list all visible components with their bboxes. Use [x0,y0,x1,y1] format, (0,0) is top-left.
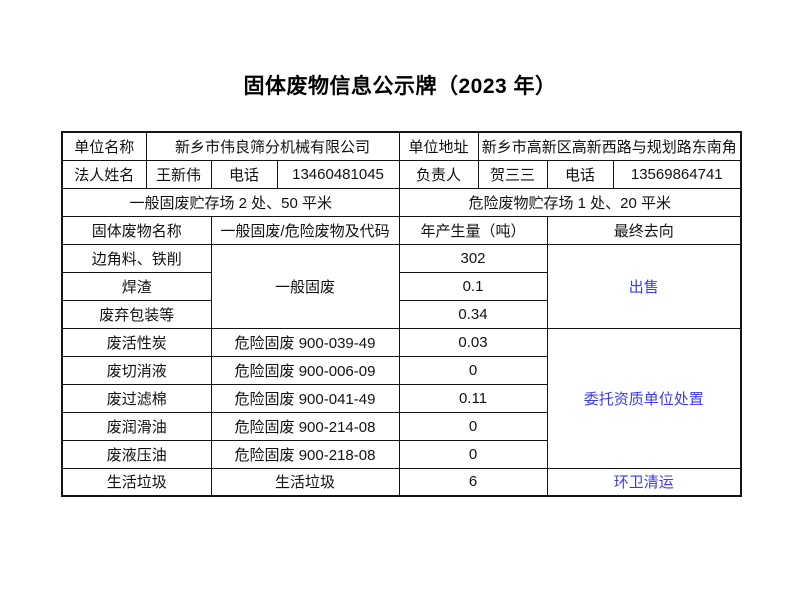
storage-hazardous: 危险废物贮存场 1 处、20 平米 [398,187,742,217]
waste-category: 危险固废 900-218-08 [210,439,400,469]
waste-name: 废切消液 [61,355,212,385]
table-row: 边角料、铁削 一般固废 302 出售 [61,243,742,329]
waste-destination: 委托资质单位处置 [546,327,742,469]
manager-value: 贺三三 [477,159,548,189]
waste-amount: 0.03 [398,327,548,357]
waste-category: 一般固废 [210,243,400,329]
waste-name: 废弃包装等 [61,299,212,329]
unit-name-label: 单位名称 [61,131,147,161]
table-row: 生活垃圾 生活垃圾 6 环卫清运 [61,467,742,497]
manager-phone-value: 13569864741 [612,159,742,189]
manager-label: 负责人 [398,159,479,189]
header-category-code: 一般固废/危险废物及代码 [210,215,400,245]
unit-address-label: 单位地址 [398,131,479,161]
waste-destination: 出售 [546,243,742,329]
waste-amount: 0.1 [398,271,548,301]
waste-amount: 6 [398,467,548,497]
table-row: 废液压油 危险固废 900-218-08 0 [61,439,741,469]
waste-name: 废液压油 [61,439,212,469]
waste-category: 生活垃圾 [210,467,400,497]
storage-general: 一般固废贮存场 2 处、50 平米 [61,187,400,217]
header-annual-amount: 年产生量（吨） [398,215,548,245]
waste-name: 废活性炭 [61,327,212,357]
page-title: 固体废物信息公示牌（2023 年） [243,75,557,98]
table-row-contacts: 法人姓名 王新伟 电话 13460481045 负责人 贺三三 电话 13569… [61,159,742,189]
waste-amount: 0 [398,355,548,385]
waste-amount: 0 [398,439,548,469]
waste-name: 焊渣 [61,271,212,301]
legal-rep-value: 王新伟 [145,159,212,189]
waste-destination: 环卫清运 [546,467,742,497]
waste-name: 废润滑油 [61,411,212,441]
waste-amount: 0.11 [398,383,548,413]
waste-amount: 0.34 [398,299,548,329]
table-row: 废弃包装等 0.34 [61,299,741,329]
waste-category: 危险固废 900-006-09 [210,355,400,385]
table-row: 废润滑油 危险固废 900-214-08 0 [61,411,741,441]
waste-category: 危险固废 900-214-08 [210,411,400,441]
table-row: 废切消液 危险固废 900-006-09 0 [61,355,741,385]
waste-amount: 302 [398,243,548,273]
table-row-unit: 单位名称 新乡市伟良筛分机械有限公司 单位地址 新乡市高新区高新西路与规划路东南… [61,131,742,161]
table-row: 焊渣 0.1 [61,271,741,301]
unit-name-value: 新乡市伟良筛分机械有限公司 [145,131,400,161]
table-row: 废过滤棉 危险固废 900-041-49 0.11 [61,383,741,413]
waste-amount: 0 [398,411,548,441]
table-row-storage: 一般固废贮存场 2 处、50 平米 危险废物贮存场 1 处、20 平米 [61,187,742,217]
waste-category: 危险固废 900-041-49 [210,383,400,413]
waste-name: 废过滤棉 [61,383,212,413]
waste-notice-table: 单位名称 新乡市伟良筛分机械有限公司 单位地址 新乡市高新区高新西路与规划路东南… [61,131,743,497]
legal-phone-label: 电话 [210,159,278,189]
table-row: 废活性炭 危险固废 900-039-49 0.03 委托资质单位处置 [61,327,742,469]
header-waste-name: 固体废物名称 [61,215,212,245]
unit-address-value: 新乡市高新区高新西路与规划路东南角 [477,131,742,161]
waste-category: 危险固废 900-039-49 [210,327,400,357]
legal-phone-value: 13460481045 [276,159,400,189]
table-row-headers: 固体废物名称 一般固废/危险废物及代码 年产生量（吨） 最终去向 [61,215,742,245]
header-destination: 最终去向 [546,215,742,245]
legal-rep-label: 法人姓名 [61,159,147,189]
manager-phone-label: 电话 [546,159,614,189]
waste-name: 边角料、铁削 [61,243,212,273]
waste-name: 生活垃圾 [61,467,212,497]
